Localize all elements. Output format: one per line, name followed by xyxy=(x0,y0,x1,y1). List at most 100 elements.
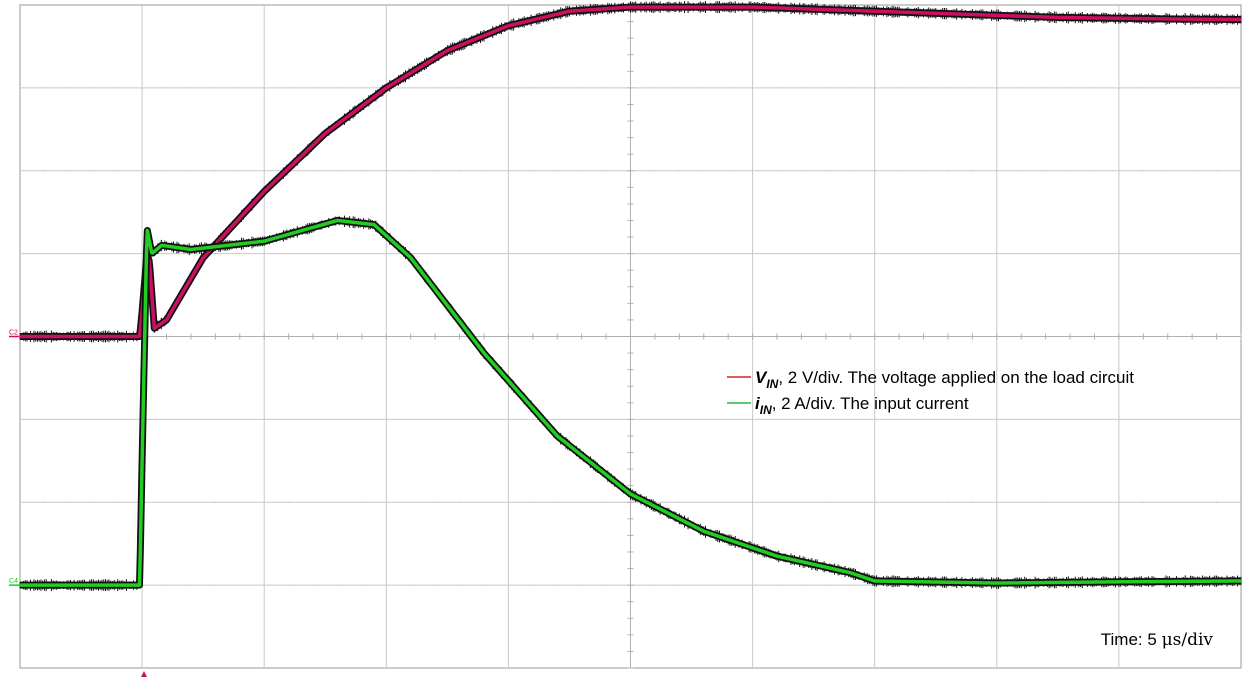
channel-marker-c2: C2 xyxy=(9,330,18,337)
grid-dot xyxy=(459,170,461,172)
grid-dot xyxy=(703,584,705,586)
legend: VIN, 2 V/div. The voltage applied on the… xyxy=(727,368,1134,417)
grid-dot xyxy=(532,584,534,586)
grid-dot xyxy=(483,501,485,503)
grid-dot xyxy=(214,87,216,89)
legend-iin-symbol: i xyxy=(755,394,761,413)
grid-dot xyxy=(239,501,241,503)
grid-dot xyxy=(556,253,558,255)
grid-dot xyxy=(605,418,607,420)
grid-dot xyxy=(678,170,680,172)
grid-dot xyxy=(556,418,558,420)
legend-entry-iin: iIN, 2 A/div. The input current xyxy=(755,394,969,417)
grid-dot xyxy=(43,87,45,89)
grid-dot xyxy=(923,418,925,420)
grid-dot xyxy=(727,253,729,255)
grid-dot xyxy=(1142,87,1144,89)
grid-dot xyxy=(1093,418,1095,420)
grid-dot xyxy=(239,253,241,255)
grid-dot xyxy=(1216,418,1218,420)
time-scale-unit: μs/div xyxy=(1162,630,1214,650)
grid-dot xyxy=(43,170,45,172)
grid-dot xyxy=(288,253,290,255)
channel-marker-c4: C4 xyxy=(9,578,18,585)
grid-dot xyxy=(703,87,705,89)
grid-dot xyxy=(654,170,656,172)
trace-iin xyxy=(19,218,1242,587)
grid-dot xyxy=(1191,418,1193,420)
grid-dot xyxy=(849,170,851,172)
grid-dot xyxy=(239,170,241,172)
grid-dot xyxy=(1191,87,1193,89)
grid-dot xyxy=(434,170,436,172)
grid-dot xyxy=(214,584,216,586)
grid-dot xyxy=(92,418,94,420)
grid-dot xyxy=(678,584,680,586)
grid-dot xyxy=(43,418,45,420)
grid-dot xyxy=(556,501,558,503)
grid-dot xyxy=(532,418,534,420)
grid-dot xyxy=(1020,87,1022,89)
grid-dot xyxy=(190,418,192,420)
grid-dot xyxy=(825,87,827,89)
grid-dot xyxy=(703,501,705,503)
trigger-marker-icon xyxy=(141,671,147,677)
grid-dot xyxy=(1142,170,1144,172)
grid-dot xyxy=(117,418,119,420)
grid-dot xyxy=(1045,87,1047,89)
grid-dot xyxy=(166,418,168,420)
grid-dot xyxy=(1069,501,1071,503)
grid-dot xyxy=(849,418,851,420)
grid-dot xyxy=(92,501,94,503)
grid-dot xyxy=(971,501,973,503)
grid-dot xyxy=(654,418,656,420)
grid-dot xyxy=(459,584,461,586)
grid-dot xyxy=(459,501,461,503)
grid-dot xyxy=(312,87,314,89)
grid-dot xyxy=(1020,253,1022,255)
grid-dot xyxy=(1167,170,1169,172)
grid-dot xyxy=(288,584,290,586)
grid-dot xyxy=(1069,418,1071,420)
grid-dot xyxy=(483,87,485,89)
grid-dot xyxy=(361,418,363,420)
grid-dot xyxy=(68,87,70,89)
grid-dot xyxy=(434,253,436,255)
grid-dot xyxy=(288,87,290,89)
grid-dot xyxy=(581,584,583,586)
grid-dot xyxy=(312,170,314,172)
grid-dot xyxy=(92,170,94,172)
grid-dot xyxy=(361,170,363,172)
grid-dot xyxy=(92,87,94,89)
grid-dot xyxy=(654,253,656,255)
grid-dot xyxy=(1069,253,1071,255)
grid-dot xyxy=(776,170,778,172)
grid-dot xyxy=(434,87,436,89)
grid-dot xyxy=(849,87,851,89)
grid-dot xyxy=(1069,170,1071,172)
grid-dot xyxy=(825,170,827,172)
legend-iin-subscript: IN xyxy=(760,403,772,417)
grid-dot xyxy=(190,501,192,503)
grid-dot xyxy=(605,170,607,172)
grid-dot xyxy=(727,87,729,89)
grid-dot xyxy=(361,253,363,255)
grid-dot xyxy=(898,87,900,89)
grid-dot xyxy=(654,87,656,89)
grid-dot xyxy=(1045,253,1047,255)
grid-dot xyxy=(288,501,290,503)
grid-dot xyxy=(556,584,558,586)
grid-dot xyxy=(800,418,802,420)
grid-dot xyxy=(1045,418,1047,420)
grid-dot xyxy=(312,584,314,586)
grid-dot xyxy=(1216,170,1218,172)
grid-dot xyxy=(678,87,680,89)
grid-dot xyxy=(1216,253,1218,255)
grid-dot xyxy=(1167,501,1169,503)
grid-dot xyxy=(1142,418,1144,420)
grid-dot xyxy=(214,253,216,255)
grid-dot xyxy=(1167,418,1169,420)
grid-dot xyxy=(117,170,119,172)
grid-dot xyxy=(1045,170,1047,172)
grid-dot xyxy=(703,418,705,420)
